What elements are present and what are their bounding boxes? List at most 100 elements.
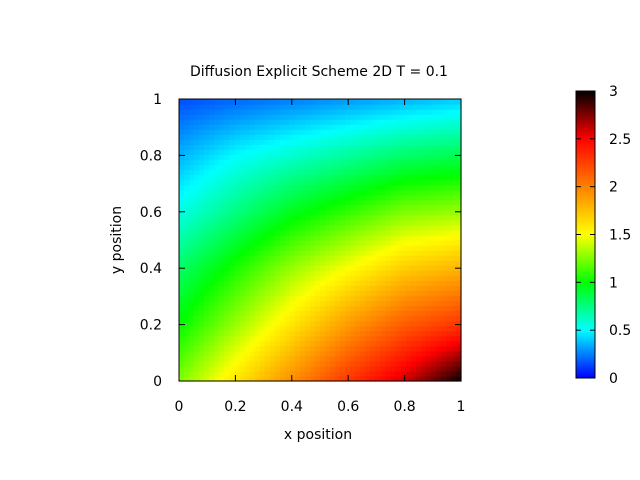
- heatmap-cell: [395, 119, 402, 125]
- heatmap-cell: [455, 310, 462, 317]
- heatmap-cell: [294, 305, 301, 312]
- heatmap-cell: [209, 169, 215, 176]
- heatmap-cell: [179, 164, 185, 171]
- heatmap-cell: [415, 310, 422, 317]
- heatmap-cell: [229, 174, 235, 181]
- heatmap-cell: [415, 149, 422, 155]
- heatmap-cell: [335, 149, 341, 155]
- heatmap-cell: [380, 370, 387, 377]
- heatmap-cell: [380, 270, 387, 276]
- heatmap-cell: [214, 209, 220, 216]
- heatmap-cell: [199, 164, 205, 171]
- heatmap-cell: [335, 335, 341, 342]
- heatmap-cell: [415, 224, 422, 231]
- heatmap-cell: [194, 280, 200, 286]
- heatmap-cell: [254, 345, 261, 352]
- heatmap-cell: [445, 370, 452, 377]
- heatmap-cell: [269, 194, 276, 201]
- heatmap-cell: [360, 260, 366, 266]
- heatmap-cell: [284, 295, 291, 302]
- heatmap-cell: [375, 365, 382, 372]
- heatmap-cell: [314, 129, 321, 135]
- heatmap-cell: [269, 114, 276, 120]
- heatmap-cell: [184, 229, 190, 236]
- heatmap-cell: [340, 260, 346, 266]
- heatmap-cell: [385, 119, 392, 125]
- heatmap-cell: [425, 255, 432, 261]
- heatmap-cell: [304, 340, 311, 347]
- heatmap-cell: [289, 360, 296, 367]
- heatmap-cell: [320, 295, 326, 302]
- heatmap-cell: [299, 199, 306, 206]
- heatmap-cell: [269, 219, 276, 226]
- heatmap-cell: [234, 229, 241, 236]
- heatmap-cell: [244, 305, 251, 312]
- heatmap-cell: [350, 245, 356, 251]
- heatmap-cell: [435, 109, 442, 115]
- heatmap-cell: [309, 104, 316, 110]
- heatmap-cell: [440, 335, 447, 342]
- heatmap-cell: [360, 355, 366, 362]
- heatmap-cell: [244, 250, 251, 256]
- heatmap-cell: [284, 350, 291, 357]
- heatmap-cell: [455, 169, 462, 176]
- heatmap-cell: [365, 285, 371, 291]
- heatmap-cell: [264, 194, 271, 201]
- heatmap-cell: [259, 209, 266, 216]
- heatmap-cell: [249, 159, 256, 166]
- heatmap-cell: [229, 295, 235, 302]
- heatmap-cell: [189, 370, 195, 377]
- heatmap-cell: [450, 350, 457, 357]
- heatmap-cell: [204, 169, 210, 176]
- heatmap-cell: [380, 114, 387, 120]
- heatmap-cell: [380, 325, 387, 332]
- heatmap-cell: [395, 214, 402, 221]
- heatmap-cell: [189, 209, 195, 216]
- heatmap-cell: [440, 355, 447, 362]
- heatmap-cell: [244, 129, 251, 135]
- heatmap-cell: [259, 224, 266, 231]
- heatmap-cell: [194, 375, 200, 382]
- heatmap-cell: [309, 285, 316, 291]
- heatmap-cell: [244, 355, 251, 362]
- heatmap-cell: [299, 310, 306, 317]
- heatmap-cell: [279, 219, 286, 226]
- heatmap-cell: [385, 179, 392, 186]
- heatmap-cell: [360, 245, 366, 251]
- heatmap-cell: [244, 224, 251, 231]
- heatmap-cell: [435, 325, 442, 332]
- heatmap-cell: [440, 199, 447, 206]
- heatmap-cell: [455, 204, 462, 211]
- heatmap-cell: [309, 255, 316, 261]
- heatmap-cell: [189, 330, 195, 337]
- heatmap-cell: [325, 330, 331, 337]
- heatmap-cell: [289, 370, 296, 377]
- heatmap-cell: [380, 159, 387, 166]
- heatmap-cell: [435, 199, 442, 206]
- heatmap-cell: [445, 265, 452, 271]
- heatmap-cell: [204, 209, 210, 216]
- heatmap-cell: [430, 370, 437, 377]
- heatmap-cell: [435, 280, 442, 286]
- heatmap-cell: [370, 174, 376, 181]
- heatmap-cell: [259, 114, 266, 120]
- heatmap-cell: [370, 149, 376, 155]
- heatmap-cell: [440, 219, 447, 226]
- heatmap-cell: [229, 320, 235, 327]
- heatmap-cell: [340, 199, 346, 206]
- heatmap-cell: [425, 204, 432, 211]
- heatmap-cell: [314, 154, 321, 161]
- heatmap-cell: [309, 169, 316, 176]
- heatmap-cell: [239, 189, 246, 196]
- heatmap-cell: [390, 320, 397, 327]
- heatmap-cell: [335, 154, 341, 161]
- heatmap-cell: [330, 209, 336, 216]
- heatmap-cell: [224, 209, 230, 216]
- heatmap-cell: [340, 229, 346, 236]
- heatmap-cell: [254, 365, 261, 372]
- heatmap-cell: [209, 265, 215, 271]
- heatmap-cell: [355, 375, 361, 382]
- heatmap-cell: [284, 250, 291, 256]
- heatmap-cell: [370, 300, 376, 307]
- heatmap-cell: [340, 154, 346, 161]
